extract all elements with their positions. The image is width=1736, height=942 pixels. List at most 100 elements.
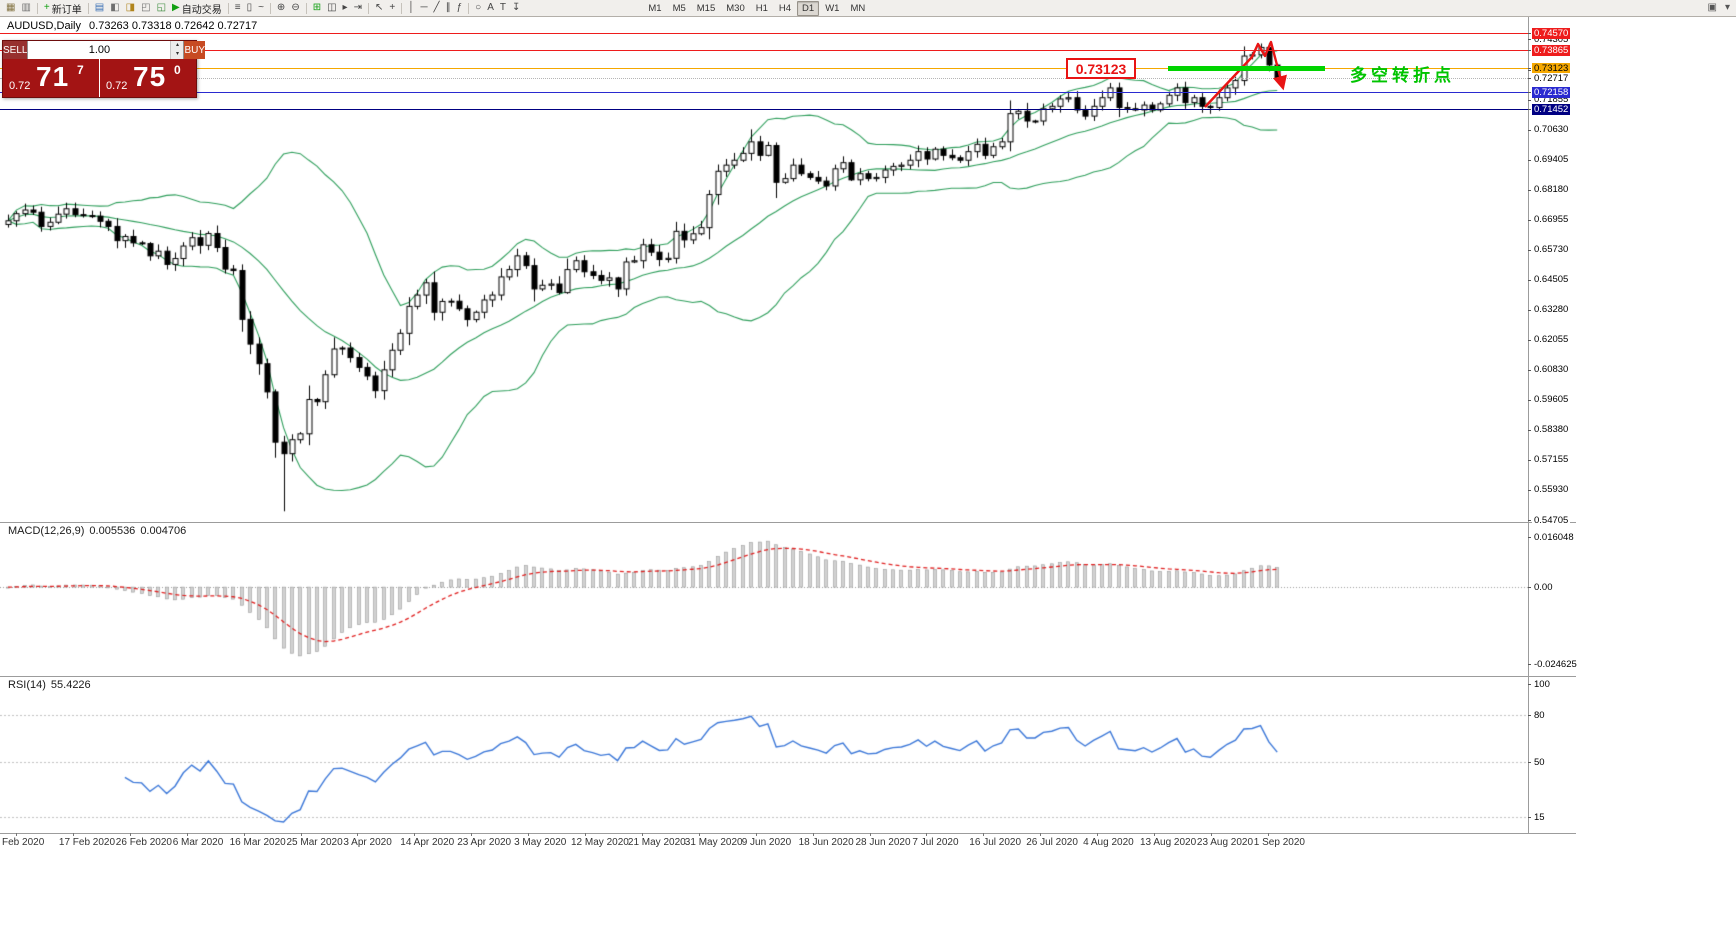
shapes-button[interactable]: ○ bbox=[472, 1, 484, 16]
tile-windows-button[interactable]: ◫ bbox=[324, 1, 339, 16]
rsi-indicator-canvas[interactable] bbox=[0, 677, 1528, 833]
buy-price-display[interactable]: 0.72 75 0 bbox=[100, 59, 196, 97]
lot-decrease-button[interactable]: ▾ bbox=[171, 50, 184, 59]
date-axis[interactable]: Feb 2020 17 Feb 2020 26 Feb 2020 6 Mar 2020… bbox=[0, 833, 1576, 851]
rsi-scale-label: 100 bbox=[1532, 678, 1552, 690]
axis-tick bbox=[1528, 109, 1531, 111]
timeframe-m15-button[interactable]: M15 bbox=[696, 2, 716, 14]
autotrade-button[interactable]: ▶ 自动交易 bbox=[169, 1, 225, 16]
strategy-tester-button[interactable]: ◱ bbox=[154, 1, 169, 16]
main-chart-canvas[interactable] bbox=[0, 17, 1528, 522]
timeframe-m1-button[interactable]: M1 bbox=[648, 2, 662, 14]
date-tick bbox=[528, 833, 530, 836]
toolbar-separator bbox=[227, 2, 229, 14]
crosshair-button[interactable]: + bbox=[386, 1, 398, 16]
toolbar-options-button[interactable]: ▾ bbox=[1722, 1, 1733, 16]
price-scale-label: 0.65730 bbox=[1532, 244, 1571, 256]
line-chart-button[interactable]: ~ bbox=[255, 1, 267, 16]
price-axis[interactable]: 0.54705 0.55930 0.57155 0.58380 0.59605 0.608… bbox=[1528, 17, 1579, 833]
sell-button[interactable]: SELL bbox=[3, 41, 28, 59]
vertical-line-button[interactable]: │ bbox=[405, 1, 417, 16]
horizontal-line-0.73123[interactable] bbox=[0, 67, 1528, 69]
toolbar-separator bbox=[305, 2, 307, 14]
date-label: 7 Jul 2020 bbox=[912, 837, 959, 848]
arrows-button[interactable]: ↧ bbox=[509, 1, 523, 16]
date-tick bbox=[16, 833, 17, 836]
candlestick-chart-icon: ▯ bbox=[246, 2, 253, 13]
new-order-button[interactable]: + 新订单 bbox=[41, 1, 85, 16]
price-scale-label: 0.63280 bbox=[1532, 304, 1571, 316]
zoom-out-icon: ⊖ bbox=[291, 2, 300, 13]
date-axis-separator bbox=[0, 833, 1576, 834]
shapes-icon: ○ bbox=[475, 2, 482, 13]
toolbar-separator bbox=[468, 2, 470, 14]
axis-tick bbox=[1528, 684, 1531, 685]
rsi-panel-separator[interactable] bbox=[0, 676, 1576, 677]
date-tick bbox=[869, 833, 871, 836]
timeframe-h1-button[interactable]: H1 bbox=[755, 2, 768, 14]
date-tick bbox=[129, 833, 131, 836]
macd-signal-value: 0.004706 bbox=[140, 525, 187, 537]
data-window-icon: ◧ bbox=[110, 2, 120, 13]
bar-chart-button[interactable]: ≡ bbox=[232, 1, 244, 16]
horizontal-line-0.72158[interactable] bbox=[0, 91, 1528, 93]
new-order-button-label: 新订单 bbox=[51, 4, 82, 16]
terminal-button[interactable]: ◰ bbox=[138, 1, 153, 16]
price-axis-line bbox=[1528, 17, 1529, 833]
new-chart-button[interactable]: ▦ bbox=[3, 1, 18, 16]
bar-chart-icon: ≡ bbox=[234, 2, 241, 13]
data-window-button[interactable]: ◧ bbox=[107, 1, 122, 16]
zoom-in-button[interactable]: ⊕ bbox=[274, 1, 288, 16]
profiles-button[interactable]: ▥ bbox=[18, 1, 33, 16]
timeframe-mn-button[interactable]: MN bbox=[850, 2, 866, 14]
lot-increase-button[interactable]: ▴ bbox=[171, 41, 184, 50]
price-callout-box[interactable]: 0.73123 bbox=[1066, 58, 1136, 79]
rsi-scale-label: 50 bbox=[1532, 756, 1547, 768]
bid-price-line bbox=[0, 78, 1528, 80]
date-label: 23 Apr 2020 bbox=[457, 837, 512, 848]
timeframe-m30-button[interactable]: M30 bbox=[726, 2, 745, 14]
axis-tick bbox=[1528, 159, 1531, 161]
price-tag-0.72158: 0.72158 bbox=[1532, 86, 1571, 98]
lot-size-input[interactable] bbox=[28, 41, 171, 59]
indicators-button[interactable]: ⊞ bbox=[310, 1, 324, 16]
navigator-button[interactable]: ◨ bbox=[123, 1, 138, 16]
candlestick-chart-button[interactable]: ▯ bbox=[244, 1, 256, 16]
chart-shift-button[interactable]: ⇥ bbox=[351, 1, 365, 16]
timeframe-m5-button[interactable]: M5 bbox=[672, 2, 686, 14]
date-tick bbox=[585, 833, 586, 836]
horizontal-line-button[interactable]: ─ bbox=[417, 1, 430, 16]
fibonacci-button[interactable]: ƒ bbox=[454, 1, 466, 16]
chart-window-button[interactable]: ▣ bbox=[1705, 1, 1720, 16]
macd-indicator-canvas[interactable] bbox=[0, 523, 1528, 676]
timeframe-h4-button[interactable]: H4 bbox=[778, 2, 792, 14]
channel-button[interactable]: ∥ bbox=[443, 1, 454, 16]
timeframe-w1-button[interactable]: W1 bbox=[825, 2, 840, 14]
sell-price-display[interactable]: 0.72 71 7 bbox=[3, 59, 100, 97]
trendline-button[interactable]: ╱ bbox=[431, 1, 443, 16]
tile-windows-icon: ◫ bbox=[327, 2, 337, 13]
date-label: 18 Jun 2020 bbox=[798, 837, 854, 848]
text-label-button[interactable]: T bbox=[497, 1, 509, 16]
zoom-out-button[interactable]: ⊖ bbox=[288, 1, 302, 16]
macd-panel-separator[interactable] bbox=[0, 522, 1576, 523]
horizontal-line-0.74570[interactable] bbox=[0, 32, 1528, 34]
horizontal-line-0.71452[interactable] bbox=[0, 108, 1528, 110]
turning-point-note[interactable]: 多空转折点 bbox=[1350, 66, 1455, 85]
axis-tick bbox=[1528, 715, 1531, 717]
date-tick bbox=[243, 833, 245, 836]
axis-tick bbox=[1528, 249, 1531, 251]
buy-button[interactable]: BUY bbox=[184, 41, 206, 59]
cursor-button[interactable]: ↖ bbox=[372, 1, 386, 16]
macd-title: MACD(12,26,9) bbox=[8, 525, 85, 537]
auto-scroll-button[interactable]: ▸ bbox=[340, 1, 351, 16]
axis-tick bbox=[1528, 399, 1531, 401]
horizontal-line-0.73865[interactable] bbox=[0, 49, 1528, 51]
market-watch-button[interactable]: ▤ bbox=[92, 1, 107, 16]
text-button[interactable]: A bbox=[484, 1, 497, 16]
date-label: 16 Jul 2020 bbox=[969, 837, 1022, 848]
axis-tick bbox=[1528, 219, 1531, 221]
timeframe-d1-button[interactable]: D1 bbox=[797, 0, 820, 16]
green-support-segment[interactable] bbox=[1168, 65, 1325, 71]
new-order-icon: + bbox=[43, 2, 50, 13]
